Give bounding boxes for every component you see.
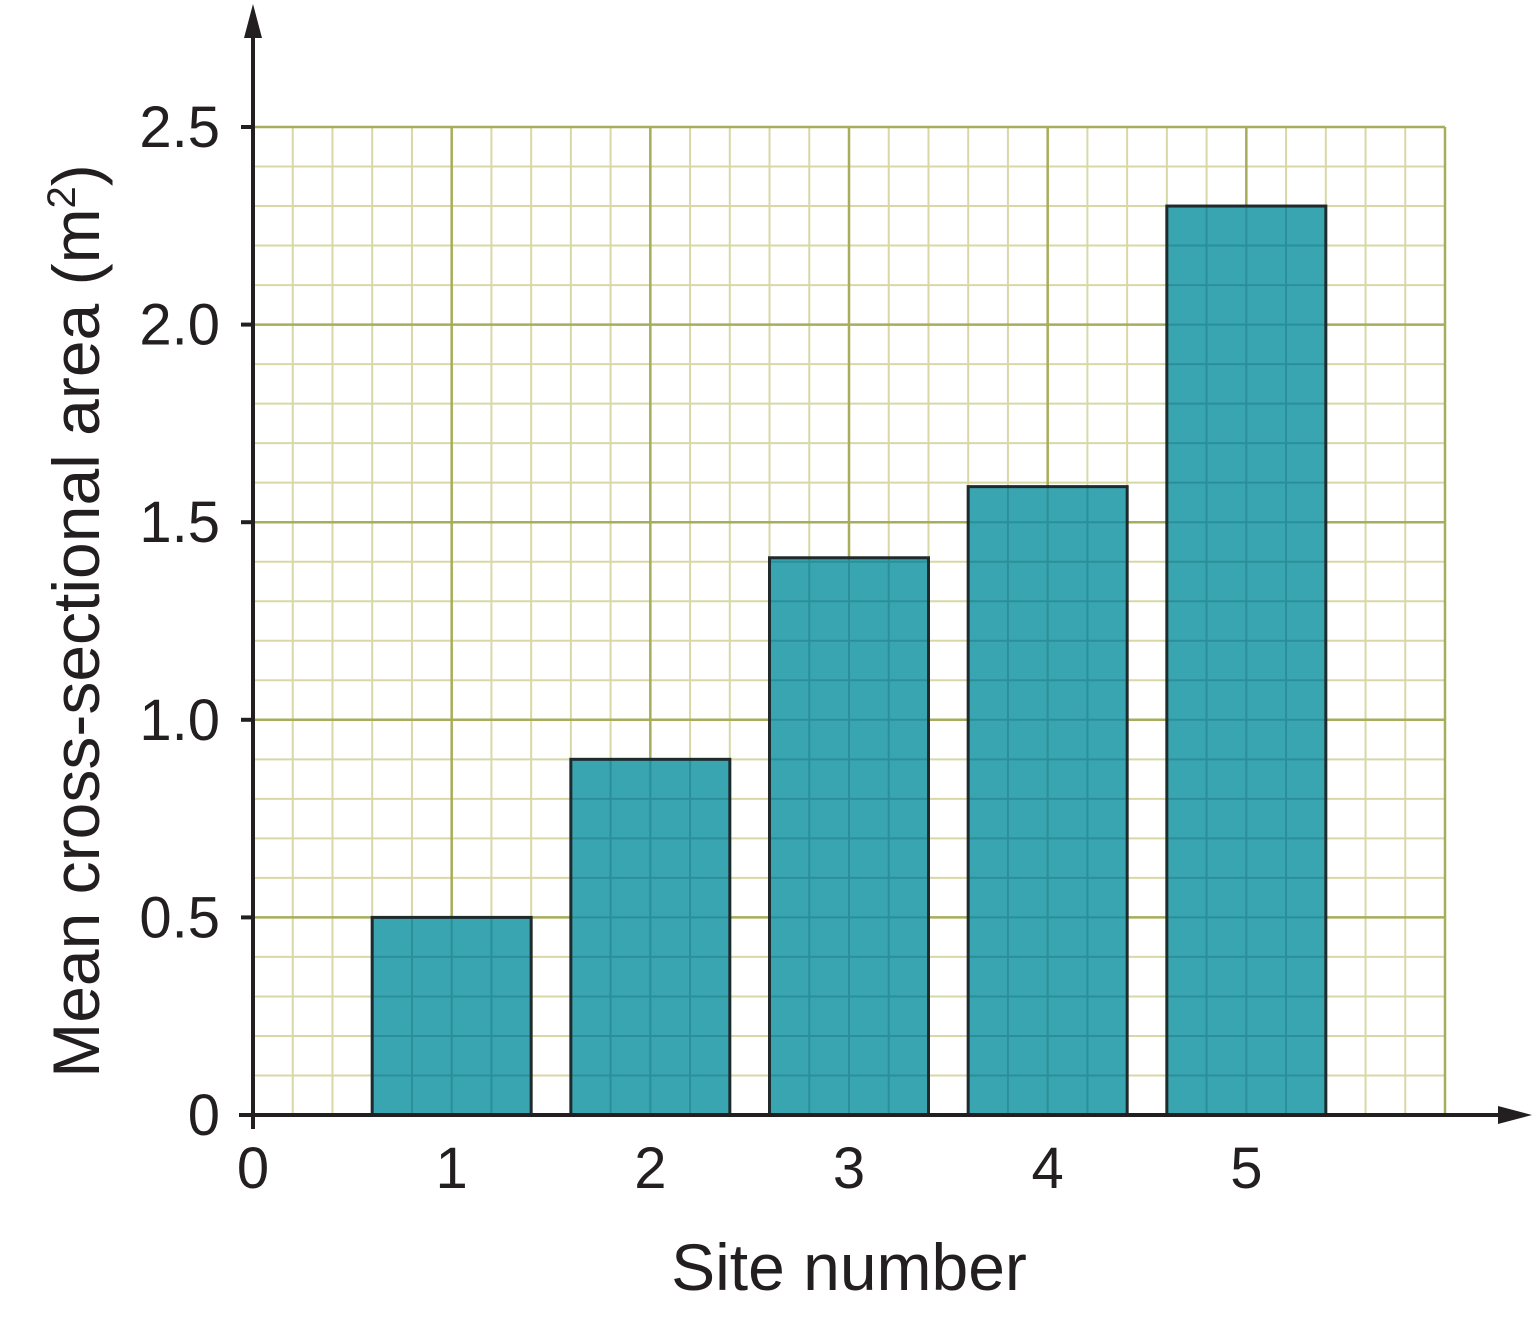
bar (966, 485, 1129, 1117)
y-axis-title-superscript: 2 (40, 186, 84, 208)
y-axis-arrow (244, 4, 262, 38)
x-tick-label: 4 (1032, 1136, 1064, 1201)
x-tick-label: 2 (634, 1136, 666, 1201)
x-tick-label: 1 (436, 1136, 468, 1201)
bar (1165, 204, 1328, 1117)
y-tick-label: 0 (188, 1083, 220, 1148)
y-axis-title-suffix: ) (39, 164, 113, 186)
bar (768, 556, 930, 1117)
x-tick-label-origin: 0 (237, 1136, 269, 1201)
x-tick-label: 3 (833, 1136, 865, 1201)
y-tick-label: 1.5 (139, 490, 220, 555)
y-axis-title: Mean cross-sectional area (m2) (39, 164, 113, 1078)
y-axis-title-main: Mean cross-sectional area (m (39, 208, 113, 1077)
y-tick-label: 2.0 (139, 293, 220, 358)
bar (569, 757, 732, 1117)
bars (370, 204, 1328, 1117)
y-tick-label: 0.5 (139, 885, 220, 950)
y-tick-label: 2.5 (139, 95, 220, 160)
axes (239, 4, 1532, 1129)
x-axis-title: Site number (671, 1230, 1027, 1304)
x-axis-arrow (1498, 1106, 1532, 1124)
tick-labels: 0 0.5 1.0 1.5 2.0 2.5 0 1 2 3 4 5 (139, 95, 1262, 1201)
y-tick-label: 1.0 (139, 688, 220, 753)
x-tick-label: 5 (1230, 1136, 1262, 1201)
